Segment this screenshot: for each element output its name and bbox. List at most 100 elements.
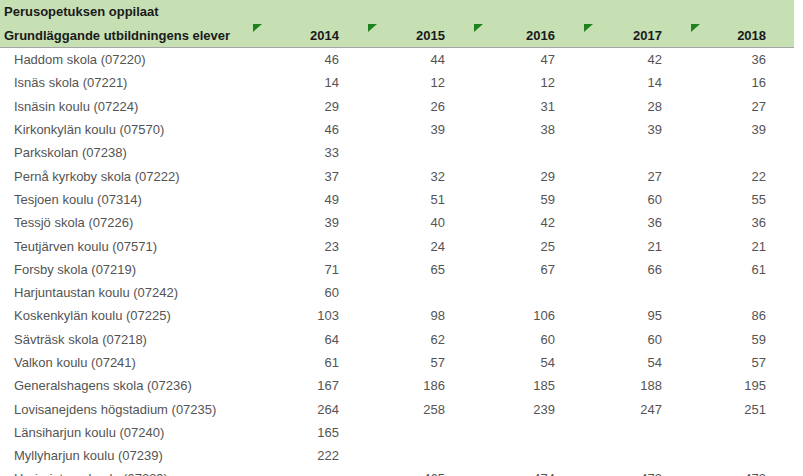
value-cell[interactable]: 165	[252, 421, 367, 444]
value-cell[interactable]: 31	[473, 95, 583, 118]
value-cell[interactable]	[583, 281, 690, 304]
value-cell[interactable]: 27	[690, 95, 794, 118]
value-cell[interactable]: 264	[252, 397, 367, 420]
value-cell[interactable]: 472	[690, 467, 794, 476]
value-cell[interactable]: 60	[583, 188, 690, 211]
value-cell[interactable]	[367, 421, 473, 444]
value-cell[interactable]: 29	[473, 164, 583, 187]
value-cell[interactable]: 86	[690, 304, 794, 327]
value-cell[interactable]: 37	[252, 164, 367, 187]
value-cell[interactable]: 36	[583, 211, 690, 234]
value-cell[interactable]: 12	[367, 71, 473, 94]
value-cell[interactable]: 32	[367, 164, 473, 187]
value-cell[interactable]: 60	[473, 328, 583, 351]
value-cell[interactable]: 28	[583, 95, 690, 118]
value-cell[interactable]	[583, 444, 690, 467]
value-cell[interactable]	[690, 444, 794, 467]
value-cell[interactable]: 67	[473, 258, 583, 281]
value-cell[interactable]: 65	[367, 258, 473, 281]
value-cell[interactable]	[690, 421, 794, 444]
value-cell[interactable]: 26	[367, 95, 473, 118]
value-cell[interactable]: 474	[473, 467, 583, 476]
school-name-cell[interactable]: Isnäs skola (07221)	[0, 71, 252, 94]
value-cell[interactable]: 61	[252, 351, 367, 374]
value-cell[interactable]: 47	[473, 48, 583, 72]
school-name-cell[interactable]: Kirkonkylän koulu (07570)	[0, 118, 252, 141]
value-cell[interactable]: 46	[252, 118, 367, 141]
value-cell[interactable]	[690, 281, 794, 304]
value-cell[interactable]	[583, 141, 690, 164]
value-cell[interactable]: 23	[252, 234, 367, 257]
value-cell[interactable]: 24	[367, 234, 473, 257]
year-header-2017[interactable]: 2017	[583, 23, 690, 48]
school-name-cell[interactable]: Parkskolan (07238)	[0, 141, 252, 164]
value-cell[interactable]: 16	[690, 71, 794, 94]
year-header-2015[interactable]: 2015	[367, 23, 473, 48]
value-cell[interactable]: 42	[583, 48, 690, 72]
school-name-cell[interactable]: Harjurinteen koulu (07239)	[0, 467, 252, 476]
value-cell[interactable]: 27	[583, 164, 690, 187]
value-cell[interactable]: 186	[367, 374, 473, 397]
table-title[interactable]: Perusopetuksen oppilaat	[0, 0, 794, 23]
value-cell[interactable]: 188	[583, 374, 690, 397]
value-cell[interactable]: 39	[252, 211, 367, 234]
value-cell[interactable]	[690, 141, 794, 164]
value-cell[interactable]: 61	[690, 258, 794, 281]
value-cell[interactable]: 49	[252, 188, 367, 211]
value-cell[interactable]: 57	[690, 351, 794, 374]
value-cell[interactable]: 64	[252, 328, 367, 351]
value-cell[interactable]: 57	[367, 351, 473, 374]
school-name-cell[interactable]: Lovisanejdens högstadium (07235)	[0, 397, 252, 420]
value-cell[interactable]: 14	[583, 71, 690, 94]
value-cell[interactable]: 103	[252, 304, 367, 327]
value-cell[interactable]: 21	[690, 234, 794, 257]
value-cell[interactable]: 33	[252, 141, 367, 164]
value-cell[interactable]: 258	[367, 397, 473, 420]
value-cell[interactable]: 472	[583, 467, 690, 476]
school-name-cell[interactable]: Myllyharjun koulu (07239)	[0, 444, 252, 467]
value-cell[interactable]: 465	[367, 467, 473, 476]
school-name-cell[interactable]: Valkon koulu (07241)	[0, 351, 252, 374]
value-cell[interactable]: 21	[583, 234, 690, 257]
value-cell[interactable]: 167	[252, 374, 367, 397]
year-header-2018[interactable]: 2018	[690, 23, 794, 48]
value-cell[interactable]: 46	[252, 48, 367, 72]
value-cell[interactable]: 62	[367, 328, 473, 351]
value-cell[interactable]: 95	[583, 304, 690, 327]
value-cell[interactable]	[473, 444, 583, 467]
year-header-2014[interactable]: 2014	[252, 23, 367, 48]
school-name-cell[interactable]: Generalshagens skola (07236)	[0, 374, 252, 397]
value-cell[interactable]	[473, 141, 583, 164]
value-cell[interactable]: 42	[473, 211, 583, 234]
value-cell[interactable]: 39	[583, 118, 690, 141]
value-cell[interactable]: 106	[473, 304, 583, 327]
value-cell[interactable]: 44	[367, 48, 473, 72]
value-cell[interactable]: 36	[690, 211, 794, 234]
school-name-cell[interactable]: Haddom skola (07220)	[0, 48, 252, 72]
value-cell[interactable]: 29	[252, 95, 367, 118]
value-cell[interactable]	[367, 444, 473, 467]
value-cell[interactable]: 39	[690, 118, 794, 141]
value-cell[interactable]: 98	[367, 304, 473, 327]
value-cell[interactable]: 60	[583, 328, 690, 351]
value-cell[interactable]: 59	[690, 328, 794, 351]
value-cell[interactable]	[583, 421, 690, 444]
school-name-cell[interactable]: Koskenkylän koulu (07225)	[0, 304, 252, 327]
value-cell[interactable]: 54	[583, 351, 690, 374]
value-cell[interactable]: 222	[252, 444, 367, 467]
value-cell[interactable]: 36	[690, 48, 794, 72]
value-cell[interactable]: 195	[690, 374, 794, 397]
value-cell[interactable]: 185	[473, 374, 583, 397]
value-cell[interactable]: 39	[367, 118, 473, 141]
school-name-cell[interactable]: Pernå kyrkoby skola (07222)	[0, 164, 252, 187]
value-cell[interactable]: 251	[690, 397, 794, 420]
value-cell[interactable]: 22	[690, 164, 794, 187]
school-name-cell[interactable]: Teutjärven koulu (07571)	[0, 234, 252, 257]
school-name-cell[interactable]: Länsiharjun koulu (07240)	[0, 421, 252, 444]
value-cell[interactable]	[367, 141, 473, 164]
value-cell[interactable]: 71	[252, 258, 367, 281]
value-cell[interactable]	[473, 421, 583, 444]
value-cell[interactable]: 51	[367, 188, 473, 211]
school-name-cell[interactable]: Sävträsk skola (07218)	[0, 328, 252, 351]
sv-title-cell[interactable]: Grundläggande utbildningens elever	[0, 23, 252, 48]
